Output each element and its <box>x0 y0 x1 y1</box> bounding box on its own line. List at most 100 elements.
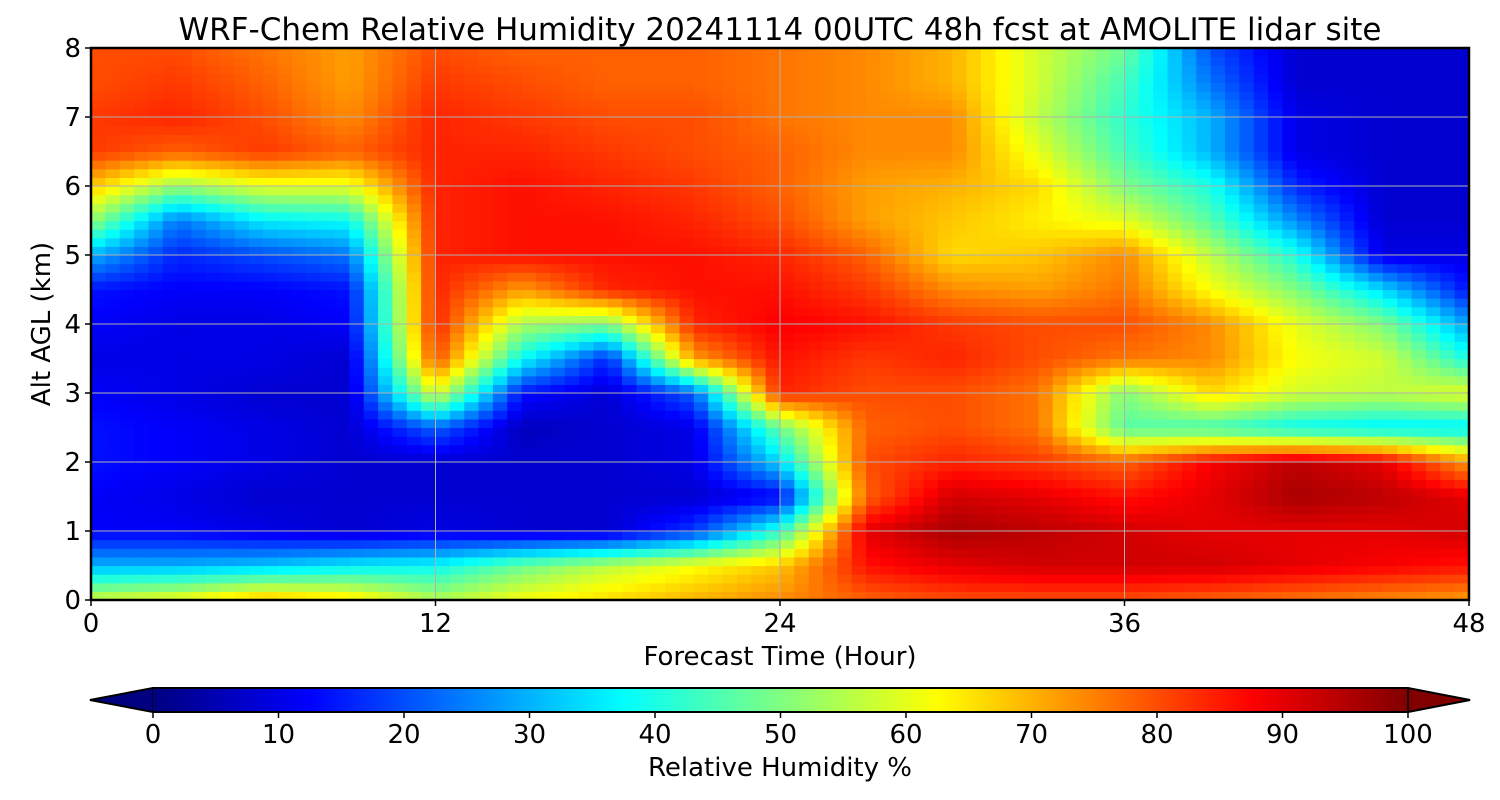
heatmap-cell <box>894 280 910 291</box>
heatmap-cell <box>162 186 178 196</box>
heatmap-cell <box>1382 168 1398 178</box>
heatmap-cell <box>449 160 465 170</box>
heatmap-cell <box>507 263 523 273</box>
heatmap-cell <box>1038 401 1054 411</box>
heatmap-cell <box>622 186 638 196</box>
heatmap-cell <box>1196 160 1212 170</box>
heatmap-cell <box>91 246 106 256</box>
heatmap-cell <box>722 332 738 342</box>
heatmap-cell <box>478 168 494 178</box>
heatmap-cell <box>679 505 695 515</box>
heatmap-cell <box>205 531 221 541</box>
heatmap-cell <box>1425 332 1441 342</box>
heatmap-cell <box>765 220 781 230</box>
heatmap-cell <box>636 479 652 489</box>
heatmap-cell <box>91 393 106 403</box>
heatmap-cell <box>1009 160 1025 170</box>
heatmap-cell <box>406 229 422 239</box>
heatmap-cell <box>1282 496 1298 506</box>
heatmap-cell <box>823 168 839 178</box>
heatmap-cell <box>966 151 982 161</box>
heatmap-cell <box>148 151 164 161</box>
heatmap-cell <box>291 427 307 437</box>
heatmap-cell <box>234 332 250 342</box>
heatmap-cell <box>478 349 494 360</box>
heatmap-cell <box>1268 263 1283 273</box>
heatmap-cell <box>521 332 537 342</box>
heatmap-cell <box>291 393 307 403</box>
heatmap-cell <box>1181 479 1197 489</box>
heatmap-cell <box>335 315 350 325</box>
heatmap-cell <box>1124 531 1140 541</box>
heatmap-cell <box>1052 263 1068 273</box>
heatmap-cell <box>894 444 910 454</box>
heatmap-cell <box>693 444 709 454</box>
heatmap-cell <box>866 582 882 592</box>
heatmap-cell <box>177 453 193 463</box>
heatmap-cell <box>1210 349 1226 360</box>
heatmap-cell <box>1124 298 1140 308</box>
heatmap-cell <box>894 393 910 403</box>
heatmap-cell <box>1239 556 1255 567</box>
heatmap-cell <box>191 487 207 498</box>
heatmap-cell <box>119 496 135 506</box>
heatmap-cell <box>363 531 379 541</box>
heatmap-cell <box>693 324 709 334</box>
heatmap-cell <box>1167 513 1183 523</box>
heatmap-cell <box>378 220 394 230</box>
heatmap-cell <box>134 539 150 549</box>
heatmap-cell <box>1311 427 1327 437</box>
heatmap-cell <box>1411 263 1427 273</box>
heatmap-cell <box>1110 246 1126 256</box>
heatmap-cell <box>435 237 451 247</box>
heatmap-cell <box>1425 410 1441 420</box>
heatmap-cell <box>1239 487 1255 498</box>
heatmap-cell <box>392 306 408 316</box>
heatmap-cell <box>205 151 221 161</box>
heatmap-cell <box>693 349 709 360</box>
heatmap-cell <box>277 246 293 256</box>
heatmap-cell <box>478 358 494 368</box>
heatmap-cell <box>1110 436 1126 446</box>
heatmap-cell <box>234 513 250 523</box>
heatmap-cell <box>1110 263 1126 273</box>
heatmap-cell <box>1253 556 1269 567</box>
heatmap-cell <box>1440 280 1456 291</box>
heatmap-cell <box>349 556 365 567</box>
heatmap-cell <box>1311 522 1327 532</box>
heatmap-cell <box>923 539 939 549</box>
heatmap-cell <box>263 410 279 420</box>
heatmap-cell <box>1382 263 1398 273</box>
heatmap-cell <box>291 272 307 282</box>
heatmap-cell <box>1196 332 1212 342</box>
heatmap-cell <box>780 272 795 282</box>
heatmap-cell <box>363 548 379 558</box>
heatmap-cell <box>1354 548 1370 558</box>
heatmap-cell <box>1224 298 1240 308</box>
heatmap-cell <box>866 332 882 342</box>
heatmap-cell <box>105 384 121 394</box>
heatmap-cell <box>205 280 221 291</box>
heatmap-cell <box>1268 453 1283 463</box>
heatmap-cell <box>622 470 638 480</box>
heatmap-cell <box>1224 436 1240 446</box>
heatmap-cell <box>220 160 236 170</box>
heatmap-cell <box>579 306 594 316</box>
heatmap-cell <box>909 358 925 368</box>
heatmap-cell <box>421 324 437 334</box>
heatmap-cell <box>1454 522 1469 532</box>
heatmap-cell <box>823 280 839 291</box>
heatmap-cell <box>105 418 121 429</box>
heatmap-cell <box>837 436 853 446</box>
heatmap-cell <box>894 496 910 506</box>
heatmap-cell <box>234 410 250 420</box>
heatmap-cell <box>909 367 925 377</box>
heatmap-cell <box>1224 401 1240 411</box>
heatmap-cell <box>535 220 551 230</box>
heatmap-cell <box>1282 211 1298 222</box>
heatmap-cell <box>91 272 106 282</box>
heatmap-cell <box>1325 513 1341 523</box>
heatmap-cell <box>808 289 824 299</box>
heatmap-cell <box>119 186 135 196</box>
heatmap-cell <box>119 341 135 351</box>
